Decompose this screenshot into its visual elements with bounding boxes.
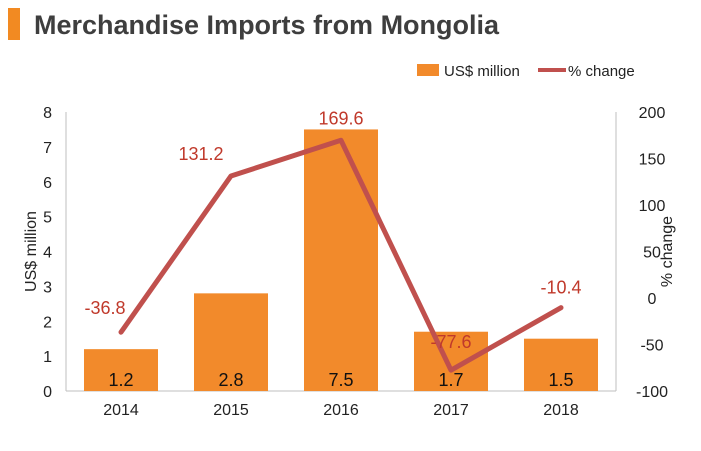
line-point-2015 <box>229 174 233 178</box>
line-point-2018 <box>559 306 563 310</box>
y2-tick-label: 200 <box>639 105 666 122</box>
x-tick-label: 2015 <box>213 402 249 419</box>
y-tick-label: 6 <box>43 175 52 192</box>
line-value-label: 169.6 <box>318 108 363 128</box>
y-tick-label: 0 <box>43 384 52 401</box>
bar-value-label: 1.7 <box>438 370 463 390</box>
line-value-label: -77.6 <box>430 332 471 352</box>
x-tick-label: 2018 <box>543 402 579 419</box>
y2-tick-label: 150 <box>639 152 666 169</box>
y-tick-label: 3 <box>43 279 52 296</box>
line-value-label: -10.4 <box>540 278 581 298</box>
y-tick-label: 4 <box>43 245 52 262</box>
x-tick-label: 2014 <box>103 402 139 419</box>
bar-value-label: 1.5 <box>548 370 573 390</box>
bar-2016 <box>304 129 378 391</box>
bar-value-label: 2.8 <box>218 370 243 390</box>
bar-2015 <box>194 293 268 391</box>
x-tick-label: 2016 <box>323 402 359 419</box>
legend-label-bars: US$ million <box>444 63 520 80</box>
y-tick-label: 7 <box>43 140 52 157</box>
y-tick-label: 1 <box>43 349 52 366</box>
line-point-2017 <box>449 368 453 372</box>
line-value-label: 131.2 <box>178 144 223 164</box>
y-tick-label: 2 <box>43 314 52 331</box>
chart-title: Merchandise Imports from Mongolia <box>34 10 500 40</box>
bar-value-label: 7.5 <box>328 370 353 390</box>
y-tick-label: 5 <box>43 210 52 227</box>
legend-label-line: % change <box>568 63 635 80</box>
y2-tick-label: 50 <box>643 245 661 262</box>
line-value-label: -36.8 <box>84 298 125 318</box>
bar-value-label: 1.2 <box>108 370 133 390</box>
y-tick-label: 8 <box>43 105 52 122</box>
y2-tick-label: 100 <box>639 198 666 215</box>
y-axis-title: US$ million <box>23 211 40 292</box>
y2-tick-label: -100 <box>636 384 668 401</box>
title-accent-bar <box>8 8 20 40</box>
bar-2017 <box>414 331 488 391</box>
y2-tick-label: -50 <box>640 338 663 355</box>
y2-axis-title: % change <box>659 216 676 287</box>
legend-swatch-bars <box>417 64 439 76</box>
bar-2018 <box>524 338 598 391</box>
line-point-2016 <box>339 138 343 142</box>
bar-2014 <box>84 349 158 391</box>
x-tick-label: 2017 <box>433 402 469 419</box>
y2-tick-label: 0 <box>648 291 657 308</box>
line-point-2014 <box>119 330 123 334</box>
